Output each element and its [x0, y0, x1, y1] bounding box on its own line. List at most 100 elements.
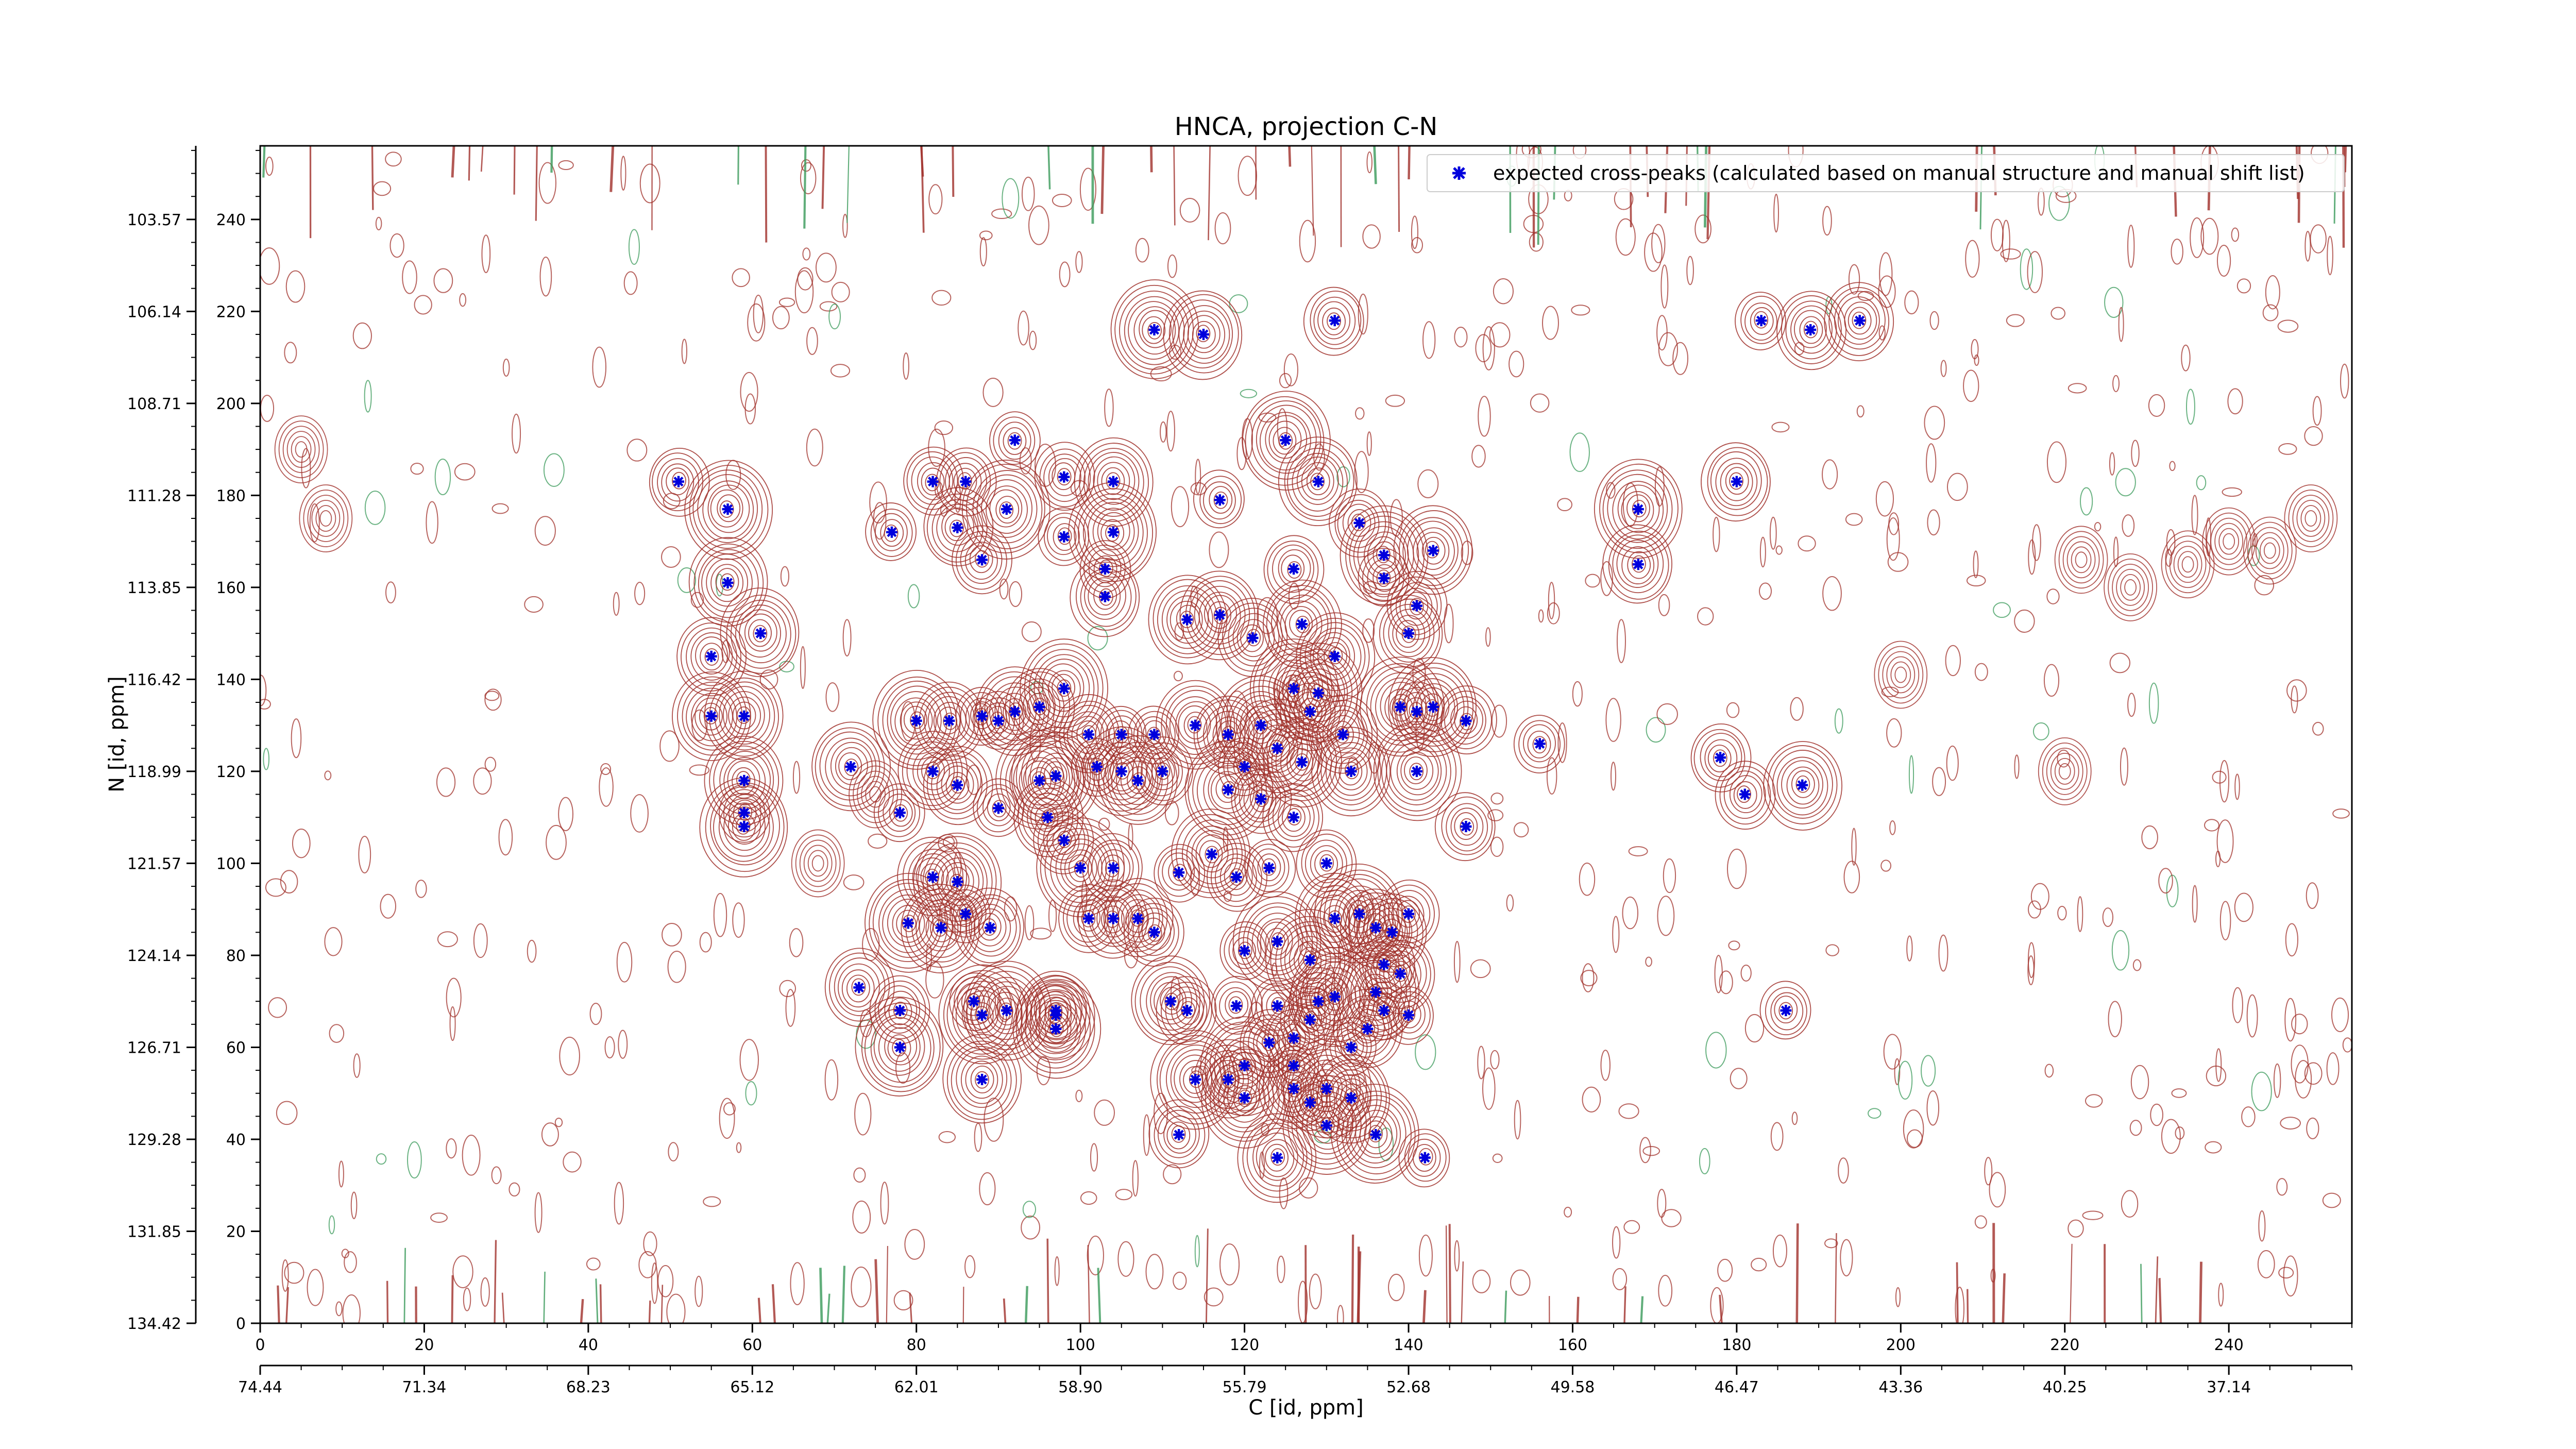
cross-peak-marker: [1329, 913, 1341, 924]
noise-contour: [1538, 609, 1544, 623]
noise-contour: [352, 322, 372, 349]
noise-contour: [628, 229, 640, 265]
cross-peak-marker: [1148, 926, 1160, 938]
peak-contour: [1303, 1011, 1318, 1029]
peak-contour: [1270, 1148, 1285, 1166]
noise-contour: [1482, 1067, 1496, 1110]
peak-contour: [1093, 582, 1117, 610]
noise-contour: [1993, 602, 2011, 618]
noise-contour: [484, 756, 497, 772]
noise-contour: [1513, 822, 1529, 838]
peak-contour: [1208, 765, 1250, 814]
noise-contour: [2241, 1106, 2256, 1127]
noise-contour: [2192, 885, 2198, 923]
y-index-tick-label: 220: [216, 303, 246, 321]
noise-contour: [830, 364, 851, 378]
noise-contour: [260, 247, 280, 285]
peak-contour: [723, 802, 766, 851]
peak-contour: [1311, 727, 1391, 817]
cross-peak-marker: [1739, 788, 1751, 800]
noise-contour: [1470, 959, 1491, 979]
noise-contour: [1651, 224, 1666, 263]
peak-contour: [1375, 677, 1427, 736]
noise-contour: [2028, 900, 2041, 919]
noise-contour: [402, 260, 417, 294]
peak-contour: [979, 671, 1049, 751]
noise-contour: [1926, 1090, 1940, 1126]
peak-contour: [957, 472, 972, 490]
peak-contour: [1299, 878, 1369, 958]
unassigned-contour: [807, 850, 828, 877]
peak-contour: [972, 470, 1043, 549]
noise-contour: [2067, 383, 2087, 394]
peak-contour: [1101, 905, 1125, 934]
y-index-tick-label: 140: [216, 671, 246, 689]
peak-contour: [1057, 527, 1072, 545]
peak-contour: [1105, 910, 1120, 928]
peak-contour: [694, 697, 727, 736]
noise-contour: [2277, 319, 2299, 333]
peak-contour: [1320, 736, 1382, 805]
peak-contour: [1400, 751, 1434, 790]
peak-contour: [960, 535, 1003, 584]
noise-contour: [2204, 819, 2219, 832]
noise-contour: [502, 358, 510, 377]
noise-contour: [1658, 332, 1679, 366]
peak-contour: [1025, 994, 1086, 1064]
peak-contour: [911, 456, 954, 505]
legend-box: [1427, 154, 2345, 192]
unassigned-contour: [299, 484, 353, 552]
y-ppm-tick-label: 113.85: [127, 579, 181, 597]
noise-contour: [2094, 521, 2102, 532]
noise-contour: [1726, 848, 1747, 889]
peak-contour: [1256, 1132, 1298, 1181]
peak-contour: [1375, 944, 1427, 1003]
peak-contour: [953, 467, 977, 496]
noise-contour: [1697, 607, 1714, 626]
peak-contour: [1005, 742, 1076, 821]
noise-contour: [338, 1160, 344, 1188]
peak-contour: [887, 899, 929, 947]
noise-contour: [2166, 874, 2179, 907]
peak-contour: [1338, 757, 1363, 786]
noise-contour: [613, 592, 620, 616]
peak-contour: [824, 948, 895, 1027]
cross-peak-marker: [1395, 701, 1406, 713]
noise-contour: [852, 1200, 871, 1234]
peak-contour: [905, 888, 976, 968]
noise-contour: [1491, 704, 1507, 738]
noise-contour: [1472, 1269, 1491, 1293]
noise-contour: [1728, 940, 1740, 951]
noise-contour: [265, 878, 286, 897]
peak-contour: [969, 903, 1011, 952]
noise-contour: [667, 951, 686, 983]
cross-peak-marker: [1001, 503, 1012, 515]
noise-contour: [1490, 793, 1504, 805]
peak-contour: [883, 794, 916, 832]
x-index-tick-label: 0: [255, 1336, 265, 1354]
peak-contour: [1031, 981, 1083, 1040]
noise-contour: [449, 1006, 456, 1041]
peak-contour: [851, 978, 866, 996]
peak-contour: [1409, 598, 1424, 616]
unassigned-contour: [2177, 551, 2198, 578]
peak-contour: [966, 464, 1045, 553]
cross-peak-marker: [1058, 834, 1070, 846]
peak-contour: [1020, 974, 1091, 1054]
peak-contour: [1602, 469, 1673, 549]
noise-contour: [1580, 970, 1598, 986]
noise-contour: [2212, 770, 2227, 784]
noise-contour: [1585, 574, 1600, 588]
noise-contour: [974, 1122, 982, 1152]
cross-peak-marker: [1312, 476, 1324, 487]
peak-contour: [1376, 546, 1391, 563]
noise-contour: [1104, 389, 1114, 427]
noise-contour: [1938, 934, 1948, 972]
peak-contour: [1292, 972, 1344, 1031]
x-ppm-tick-label: 58.90: [1058, 1378, 1103, 1396]
noise-contour: [1195, 459, 1201, 495]
noise-contour: [426, 501, 438, 544]
noise-contour: [2141, 825, 2158, 850]
peak-contour: [1196, 325, 1211, 343]
noise-contour: [2205, 1141, 2222, 1154]
